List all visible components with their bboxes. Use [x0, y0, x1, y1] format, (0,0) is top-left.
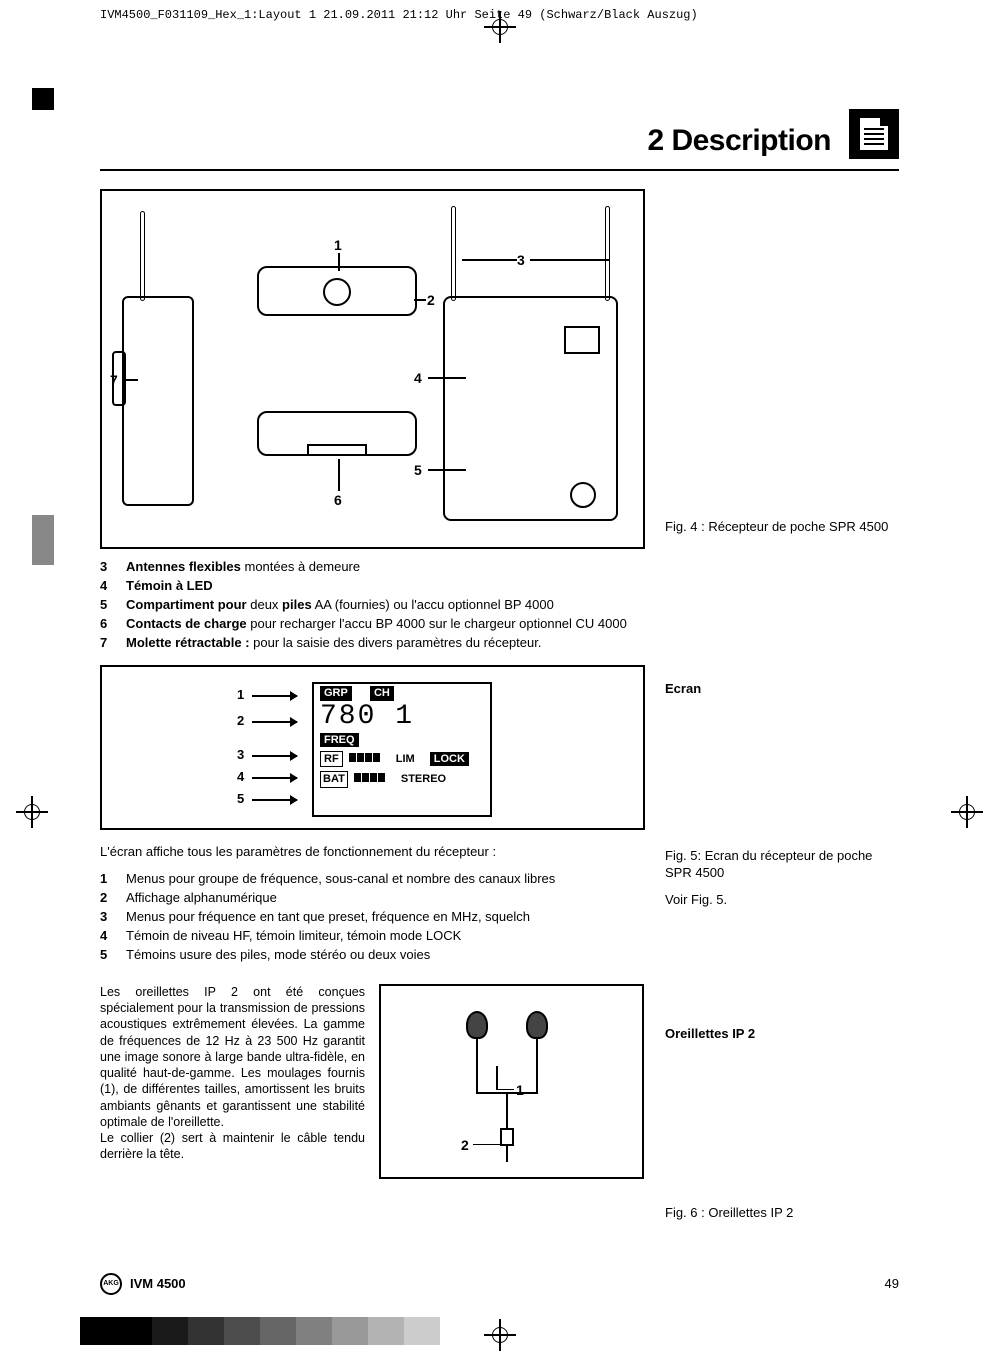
legend-row: 1Menus pour groupe de fréquence, sous-ca… [100, 871, 645, 888]
page-footer: AKG IVM 4500 49 [100, 1273, 899, 1295]
lcd-grp: GRP [320, 686, 352, 700]
fig5-label-4: 4 [237, 769, 244, 786]
fig4-label-5: 5 [414, 461, 422, 479]
legend-row: 5Compartiment pour deux piles AA (fourni… [100, 597, 645, 614]
receiver-front-view [443, 206, 618, 526]
trim-mark [32, 88, 54, 110]
screen-intro: L'écran affiche tous les paramètres de f… [100, 844, 645, 861]
fig5-label-5: 5 [237, 791, 244, 808]
fig4-label-3: 3 [517, 251, 525, 269]
lcd-screen: GRP CH 780 1 FREQ RF LIM LOCK BAT STEREO [312, 682, 492, 817]
title-row: 2 Description [100, 115, 899, 171]
registration-mark-bottom [488, 1323, 512, 1347]
earphones-text: Les oreillettes IP 2 ont été conçues spé… [100, 984, 365, 1179]
section-tab [32, 515, 54, 565]
lcd-rf: RF [320, 751, 343, 767]
legend-row: 3Antennes flexibles montées à demeure [100, 559, 645, 576]
left-column: 1 2 3 4 5 6 7 3Antennes flexibles montée… [100, 189, 645, 1222]
fig4-label-4: 4 [414, 369, 422, 387]
print-slug-text: IVM4500_F031109_Hex_1:Layout 1 21.09.201… [100, 8, 698, 22]
color-bar [80, 1317, 440, 1345]
receiver-top-view [257, 266, 417, 316]
lcd-lock: LOCK [430, 752, 469, 766]
lcd-value: 780 1 [314, 703, 490, 731]
legend-row: 7Molette rétractable : pour la saisie de… [100, 635, 645, 652]
registration-mark-top [488, 15, 512, 39]
legend-row: 2Affichage alphanumérique [100, 890, 645, 907]
see-fig5: Voir Fig. 5. [665, 892, 899, 909]
fig4-label-2: 2 [427, 291, 435, 309]
lcd-freq: FREQ [320, 733, 359, 747]
fig5-label-2: 2 [237, 713, 244, 730]
page-number: 49 [885, 1276, 899, 1293]
figure-6: 1 2 [379, 984, 644, 1179]
registration-mark-right [955, 800, 979, 824]
akg-logo-icon: AKG [100, 1273, 122, 1295]
receiver-side-view [122, 211, 207, 521]
figure-6-caption: Fig. 6 : Oreillettes IP 2 [665, 1205, 899, 1222]
fig4-label-1: 1 [334, 236, 342, 254]
fig5-label-3: 3 [237, 747, 244, 764]
lcd-bat: BAT [320, 771, 348, 787]
fig5-label-1: 1 [237, 687, 244, 704]
legend-row: 4Témoin de niveau HF, témoin limiteur, t… [100, 928, 645, 945]
figure-4-caption: Fig. 4 : Récepteur de poche SPR 4500 [665, 519, 899, 536]
fig6-label-1: 1 [516, 1081, 524, 1099]
right-column: Fig. 4 : Récepteur de poche SPR 4500 Ecr… [665, 189, 899, 1222]
document-icon [849, 109, 899, 159]
receiver-bottom-view [257, 411, 417, 456]
fig6-label-2: 2 [461, 1136, 469, 1154]
product-name: IVM 4500 [130, 1276, 186, 1293]
figure-4-legend: 3Antennes flexibles montées à demeure 4Té… [100, 559, 645, 651]
legend-row: 5Témoins usure des piles, mode stéréo ou… [100, 947, 645, 964]
figure-5: 1 2 3 4 5 GRP CH 780 1 FREQ RF LIM LOCK … [100, 665, 645, 830]
legend-row: 4Témoin à LED [100, 578, 645, 595]
fig4-label-6: 6 [334, 491, 342, 509]
registration-mark-left [20, 800, 44, 824]
legend-row: 6Contacts de charge pour recharger l'acc… [100, 616, 645, 633]
figure-5-caption: Fig. 5: Ecran du récepteur de poche SPR … [665, 848, 899, 882]
ecran-heading: Ecran [665, 681, 899, 698]
figure-5-legend: 1Menus pour groupe de fréquence, sous-ca… [100, 871, 645, 963]
lcd-stereo: STEREO [401, 772, 446, 786]
lcd-lim: LIM [396, 752, 415, 766]
fig4-label-7: 7 [110, 371, 118, 389]
oreillettes-heading: Oreillettes IP 2 [665, 1026, 899, 1043]
section-title: 2 Description [647, 121, 831, 160]
legend-row: 3Menus pour fréquence en tant que preset… [100, 909, 645, 926]
lcd-ch: CH [370, 686, 394, 700]
figure-4: 1 2 3 4 5 6 7 [100, 189, 645, 549]
page-content: 2 Description 1 2 3 4 [100, 115, 899, 1265]
